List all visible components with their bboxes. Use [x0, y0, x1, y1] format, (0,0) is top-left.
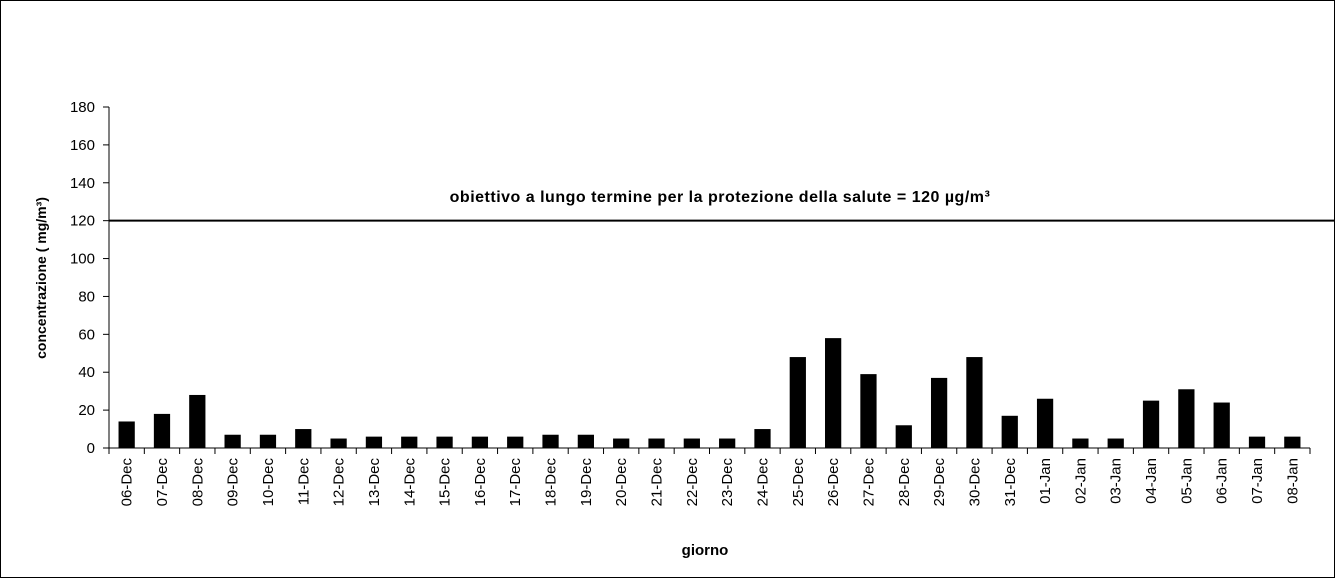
- x-tick-label: 06-Jan: [1214, 458, 1231, 504]
- x-tick-label: 10-Dec: [260, 458, 277, 507]
- x-tick-label: 23-Dec: [719, 458, 736, 507]
- bar: [577, 434, 594, 448]
- y-tick-label: 80: [78, 288, 95, 305]
- x-axis-label: giorno: [682, 542, 729, 559]
- bar: [1036, 398, 1054, 448]
- y-tick-label: 160: [70, 137, 95, 154]
- x-tick-label: 16-Dec: [472, 458, 489, 507]
- y-tick-label: 100: [70, 251, 95, 268]
- bar: [224, 434, 241, 448]
- x-tick-label: 07-Dec: [154, 458, 171, 507]
- y-tick-label: 40: [78, 364, 95, 381]
- bar: [401, 436, 418, 448]
- y-tick-label: 20: [78, 402, 95, 419]
- bar: [436, 436, 453, 448]
- bar: [1178, 389, 1195, 448]
- x-tick-label: 08-Jan: [1284, 458, 1301, 504]
- bar: [789, 357, 806, 448]
- bar: [1001, 415, 1018, 448]
- bar: [542, 434, 559, 448]
- bar: [295, 429, 312, 448]
- x-tick-label: 29-Dec: [931, 458, 948, 507]
- bar: [613, 438, 630, 448]
- x-tick-label: 18-Dec: [543, 458, 560, 507]
- bar: [1107, 438, 1124, 448]
- bar: [930, 377, 948, 448]
- bar: [365, 436, 383, 448]
- x-tick-label: 17-Dec: [507, 458, 524, 507]
- bar: [719, 438, 736, 448]
- x-tick-label: 04-Jan: [1143, 458, 1160, 504]
- x-tick-label: 26-Dec: [825, 458, 842, 507]
- x-tick-label: 24-Dec: [754, 458, 771, 507]
- x-tick-label: 01-Jan: [1037, 458, 1054, 504]
- bar: [507, 436, 524, 448]
- y-tick-label: 120: [70, 213, 95, 230]
- x-tick-label: 21-Dec: [649, 458, 666, 507]
- x-tick-label: 06-Dec: [119, 458, 136, 507]
- x-tick-label: 25-Dec: [790, 458, 807, 507]
- bar: [189, 394, 206, 448]
- x-tick-label: 31-Dec: [1002, 458, 1019, 507]
- bar: [1213, 402, 1230, 448]
- x-tick-label: 03-Jan: [1108, 458, 1125, 504]
- x-tick-label: 09-Dec: [225, 458, 242, 507]
- bar: [471, 436, 489, 448]
- bar: [1284, 436, 1301, 448]
- x-tick-label: 15-Dec: [437, 458, 454, 507]
- annotation: obiettivo a lungo termine per la protezi…: [450, 189, 991, 206]
- x-tick-label: 12-Dec: [331, 458, 348, 507]
- y-axis-label: concentrazione ( mg/m³): [33, 197, 49, 359]
- y-tick-label: 60: [78, 326, 95, 343]
- bar: [330, 438, 347, 448]
- x-tick-label: 28-Dec: [896, 458, 913, 507]
- bar: [118, 421, 135, 448]
- y-tick-label: 0: [87, 440, 95, 457]
- bar: [259, 434, 277, 448]
- bar: [825, 338, 842, 448]
- x-tick-label: 13-Dec: [366, 458, 383, 507]
- x-tick-label: 05-Jan: [1178, 458, 1195, 504]
- bar: [1248, 436, 1266, 448]
- bar: [1072, 438, 1089, 448]
- bar: [754, 429, 771, 448]
- y-tick-label: 140: [70, 175, 95, 192]
- x-tick-label: 02-Jan: [1072, 458, 1089, 504]
- y-tick-label: 180: [70, 99, 95, 116]
- bar: [895, 425, 912, 448]
- x-tick-label: 11-Dec: [295, 458, 312, 506]
- bar: [648, 438, 665, 448]
- bar: [860, 374, 877, 448]
- bar: [153, 413, 171, 448]
- bar: [683, 438, 700, 448]
- bar: [966, 357, 983, 448]
- x-tick-label: 22-Dec: [684, 458, 701, 507]
- x-tick-label: 14-Dec: [401, 458, 418, 507]
- x-tick-label: 20-Dec: [613, 458, 630, 507]
- x-tick-label: 07-Jan: [1249, 458, 1266, 504]
- x-tick-label: 08-Dec: [189, 458, 206, 507]
- x-tick-label: 30-Dec: [966, 458, 983, 507]
- bar: [1142, 400, 1160, 448]
- x-tick-label: 19-Dec: [578, 458, 595, 507]
- x-tick-label: 27-Dec: [860, 458, 877, 507]
